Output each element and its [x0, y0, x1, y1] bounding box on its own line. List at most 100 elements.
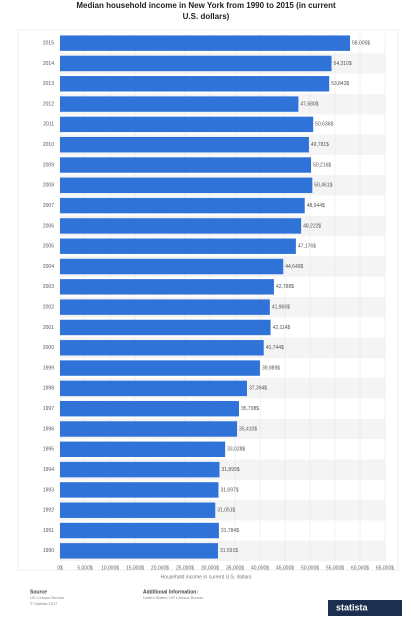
y-tick-label: 1995: [43, 447, 54, 453]
value-label: 31,899$: [221, 467, 239, 473]
x-tick-label: 35,000$: [226, 565, 244, 571]
value-label: 47,176$: [298, 244, 316, 250]
value-label: 33,028$: [227, 447, 245, 453]
y-tick-label: 2003: [43, 284, 54, 290]
value-label: 58,005$: [352, 40, 370, 46]
x-tick-label: 50,000$: [301, 565, 319, 571]
y-tick-label: 2011: [43, 122, 54, 128]
bar: [60, 502, 216, 518]
value-label: 44,649$: [285, 264, 303, 270]
bar: [60, 35, 351, 51]
logo-box: [328, 600, 402, 616]
source-heading: Source: [30, 589, 47, 595]
bar: [60, 299, 270, 315]
value-label: 42,788$: [276, 284, 294, 290]
bar: [60, 543, 218, 559]
y-tick-label: 1991: [43, 528, 54, 534]
y-tick-label: 2015: [43, 40, 54, 46]
x-tick-label: 10,000$: [101, 565, 119, 571]
x-tick-label: 65,000$: [376, 565, 394, 571]
bar: [60, 96, 299, 112]
info-line: United States; US Census Bureau: [143, 595, 203, 600]
y-tick-label: 2000: [43, 345, 54, 351]
y-tick-label: 2014: [43, 61, 54, 67]
bar: [60, 482, 219, 498]
source-line: © Statista 2017: [30, 601, 58, 606]
value-label: 50,461$: [314, 183, 332, 189]
x-tick-label: 0$: [57, 565, 63, 571]
x-tick-label: 40,000$: [251, 565, 269, 571]
value-label: 31,591$: [220, 548, 238, 554]
bar: [60, 441, 226, 458]
value-label: 40,744$: [266, 345, 284, 351]
bar: [60, 197, 305, 214]
bar: [60, 360, 260, 376]
logo: statista: [336, 602, 369, 612]
x-tick-label: 5,000$: [77, 565, 93, 571]
value-label: 42,114$: [273, 325, 291, 331]
y-tick-label: 1996: [43, 426, 54, 432]
bar: [60, 157, 312, 173]
y-tick-label: 1998: [43, 386, 54, 392]
y-tick-label: 1997: [43, 406, 54, 412]
bar: [60, 116, 314, 133]
y-tick-label: 1990: [43, 548, 54, 554]
x-tick-label: 15,000$: [126, 565, 144, 571]
value-label: 50,216$: [313, 162, 331, 168]
value-label: 31,784$: [221, 528, 239, 534]
x-axis-title: Household income in current U.S. dollars: [161, 574, 252, 580]
y-tick-label: 2013: [43, 81, 54, 87]
bar: [60, 76, 330, 92]
value-label: 41,966$: [272, 304, 290, 310]
y-tick-label: 2005: [43, 244, 54, 250]
y-tick-label: 2002: [43, 304, 54, 310]
value-label: 53,843$: [331, 81, 349, 87]
y-tick-label: 2010: [43, 142, 54, 148]
y-tick-label: 2009: [43, 162, 54, 168]
y-tick-label: 1999: [43, 365, 54, 371]
source-line: US Census Bureau: [30, 595, 64, 600]
y-tick-label: 2001: [43, 325, 54, 331]
bar: [60, 177, 313, 194]
value-label: 31,051$: [217, 508, 235, 514]
y-tick-label: 2006: [43, 223, 54, 229]
y-tick-label: 2012: [43, 101, 54, 107]
bar: [60, 218, 302, 234]
value-label: 39,989$: [262, 365, 280, 371]
x-tick-label: 20,000$: [151, 565, 169, 571]
y-tick-label: 1992: [43, 508, 54, 514]
y-tick-label: 2007: [43, 203, 54, 209]
y-tick-label: 1993: [43, 487, 54, 493]
info-heading: Additional Information:: [143, 589, 198, 595]
y-tick-label: 2004: [43, 264, 54, 270]
bar: [60, 136, 309, 153]
bar: [60, 522, 219, 539]
value-label: 31,697$: [220, 487, 238, 493]
value-label: 54,310$: [334, 61, 352, 67]
bar: [60, 238, 296, 254]
bar: [60, 380, 247, 397]
chart-title-line: Median household income in New York from…: [76, 1, 336, 10]
value-label: 49,781$: [311, 142, 329, 148]
x-tick-label: 45,000$: [276, 565, 294, 571]
bar: [60, 421, 238, 437]
value-label: 35,798$: [241, 406, 259, 412]
x-tick-label: 30,000$: [201, 565, 219, 571]
value-label: 48,944$: [307, 203, 325, 209]
bar: [60, 258, 284, 275]
x-tick-label: 55,000$: [326, 565, 344, 571]
x-tick-label: 25,000$: [176, 565, 194, 571]
bar: [60, 55, 332, 72]
value-label: 47,680$: [300, 101, 318, 107]
bar: [60, 340, 264, 356]
bar: [60, 461, 220, 478]
value-label: 37,394$: [249, 386, 267, 392]
y-tick-label: 2008: [43, 183, 54, 189]
value-label: 50,636$: [315, 122, 333, 128]
value-label: 48,222$: [303, 223, 321, 229]
y-tick-label: 1994: [43, 467, 54, 473]
bar: [60, 400, 239, 417]
bar: [60, 279, 274, 295]
chart-title-line: U.S. dollars): [183, 12, 230, 21]
